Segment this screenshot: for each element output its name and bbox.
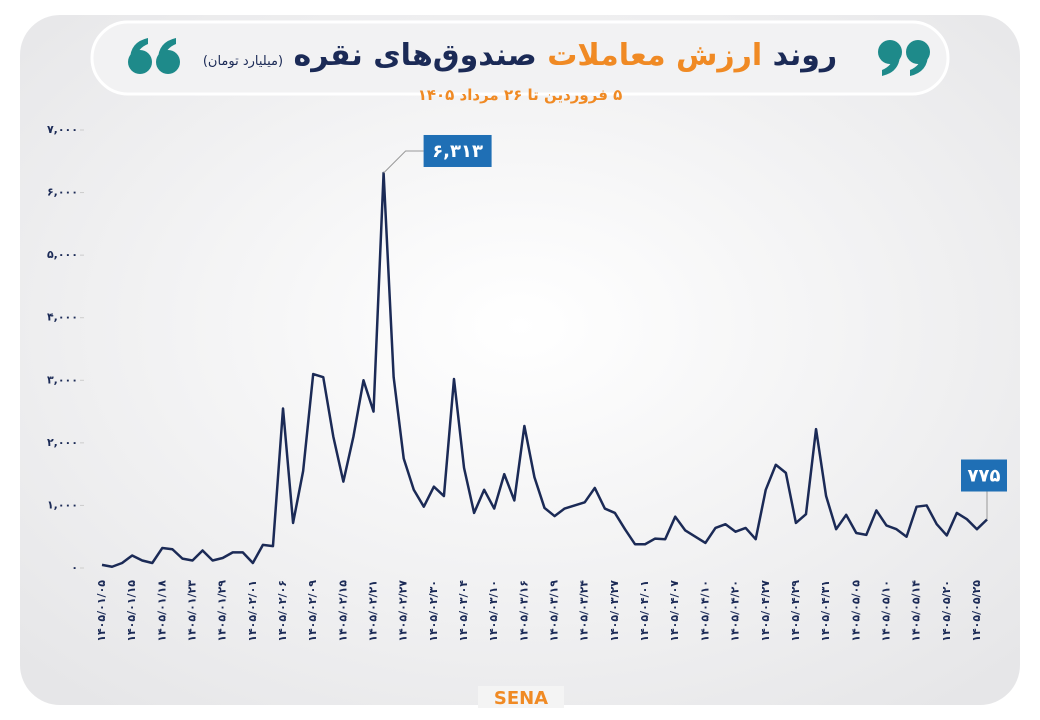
x-tick-label: ۱۴۰۵/۰۴/۳۱ — [819, 580, 832, 642]
x-tick-label: ۱۴۰۵/۰۵/۲۰ — [940, 580, 953, 642]
x-tick-label: ۱۴۰۵/۰۱/۲۳ — [186, 580, 199, 642]
x-tick-label: ۱۴۰۵/۰۴/۲۷ — [759, 580, 772, 642]
quote-left — [128, 38, 180, 74]
x-tick-label: ۱۴۰۵/۰۵/۱۴ — [910, 580, 923, 642]
x-tick-label: ۱۴۰۵/۰۵/۲۵ — [970, 580, 983, 642]
y-tick-label: ۲,۰۰۰ — [47, 436, 78, 449]
leader-line — [383, 150, 424, 174]
chart-subtitle: ۵ فروردین تا ۲۶ مرداد ۱۴۰۵ — [417, 86, 623, 104]
value-label: ۷۷۵ — [968, 466, 1001, 487]
x-tick-label: ۱۴۰۵/۰۳/۲۷ — [608, 580, 621, 642]
x-tick-label: ۱۴۰۵/۰۴/۰۱ — [638, 580, 651, 642]
x-tick-label: ۱۴۰۵/۰۱/۱۵ — [125, 580, 138, 642]
x-tick-label: ۱۴۰۵/۰۴/۱۰ — [698, 580, 711, 642]
x-tick-label: ۱۴۰۵/۰۳/۱۹ — [548, 580, 561, 642]
x-tick-label: ۱۴۰۵/۰۱/۰۵ — [95, 580, 108, 642]
x-tick-label: ۱۴۰۵/۰۲/۰۹ — [306, 580, 319, 642]
x-tick-label: ۱۴۰۵/۰۴/۲۰ — [729, 580, 742, 642]
x-tick-label: ۱۴۰۵/۰۲/۰۱ — [246, 580, 259, 642]
y-tick-label: ۵,۰۰۰ — [47, 248, 78, 261]
label-box — [961, 459, 1007, 492]
x-tick-label: ۱۴۰۵/۰۴/۲۹ — [789, 580, 802, 642]
title-pill — [90, 20, 950, 96]
quote-right — [878, 40, 930, 76]
logo: SENA — [494, 688, 548, 709]
x-tick-label: ۱۴۰۵/۰۳/۱۰ — [487, 580, 500, 642]
y-tick-label: ۶,۰۰۰ — [47, 186, 78, 199]
x-tick-label: ۱۴۰۵/۰۲/۱۵ — [336, 580, 349, 642]
value-label: ۶,۳۱۳ — [432, 141, 483, 162]
logo-box — [478, 686, 564, 708]
title-part: ارزش معاملات — [547, 38, 763, 73]
x-tick-label: ۱۴۰۵/۰۵/۱۰ — [879, 580, 892, 642]
x-tick-label: ۱۴۰۵/۰۵/۰۵ — [849, 580, 862, 642]
x-tick-label: ۱۴۰۵/۰۲/۳۰ — [427, 580, 440, 642]
x-tick-label: ۱۴۰۵/۰۳/۲۴ — [578, 580, 591, 642]
x-tick-label: ۱۴۰۵/۰۲/۲۷ — [397, 580, 410, 642]
x-tick-label: ۱۴۰۵/۰۳/۱۶ — [517, 580, 530, 642]
y-tick-label: ۰ — [71, 561, 78, 574]
title-part: روند — [772, 38, 838, 73]
y-tick-label: ۳,۰۰۰ — [47, 373, 78, 386]
x-tick-label: ۱۴۰۵/۰۱/۲۹ — [216, 580, 229, 642]
chart-title: روند ارزش معاملات صندوق‌های نقره (میلیار… — [200, 38, 840, 73]
x-tick-label: ۱۴۰۵/۰۳/۰۴ — [457, 580, 470, 642]
x-tick-label: ۱۴۰۵/۰۱/۱۸ — [155, 580, 168, 642]
label-box — [423, 134, 492, 167]
y-tick-label: ۱,۰۰۰ — [47, 498, 78, 511]
x-tick-label: ۱۴۰۵/۰۲/۰۶ — [276, 580, 289, 642]
x-tick-label: ۱۴۰۵/۰۴/۰۷ — [668, 580, 681, 642]
title-unit: (میلیارد تومان) — [202, 54, 284, 69]
y-tick-label: ۴,۰۰۰ — [47, 311, 78, 324]
data-line — [101, 171, 988, 568]
panel — [20, 15, 1020, 705]
x-tick-label: ۱۴۰۵/۰۲/۲۱ — [367, 580, 380, 642]
title-part: صندوق‌های نقره — [293, 38, 537, 73]
y-tick-label: ۷,۰۰۰ — [47, 123, 78, 136]
